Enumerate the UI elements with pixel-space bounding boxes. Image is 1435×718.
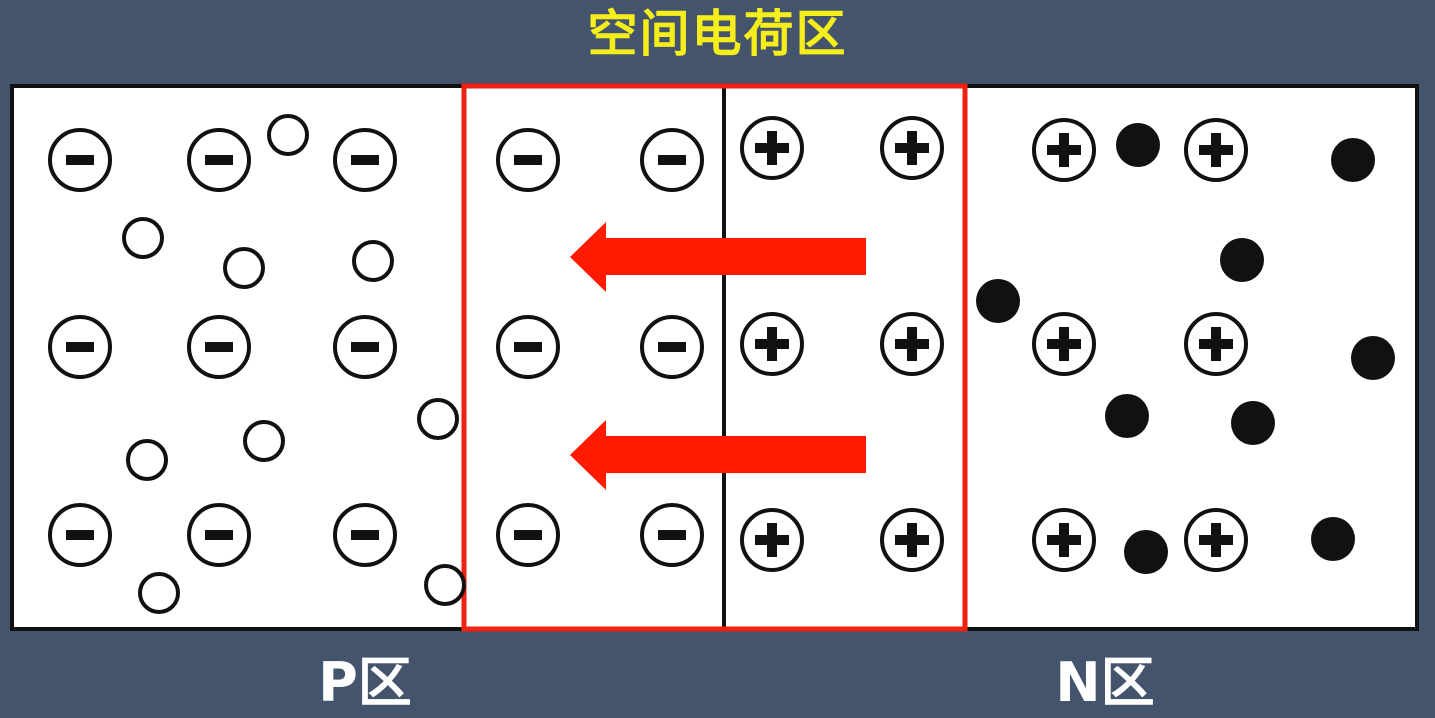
circled-plus-icon	[880, 116, 944, 180]
hollow-circle-icon	[223, 247, 265, 289]
solid-circle-icon	[976, 279, 1020, 323]
solid-circle-icon	[1331, 138, 1375, 182]
circled-minus-icon	[640, 128, 704, 192]
circled-plus-icon	[1032, 508, 1096, 572]
circled-minus-icon	[640, 503, 704, 567]
electric-field-arrow	[570, 222, 866, 292]
solid-circle-icon	[1351, 336, 1395, 380]
hollow-circle-icon	[126, 439, 168, 481]
hollow-circle-icon	[417, 398, 459, 440]
p-region-label: P区	[318, 651, 412, 714]
circled-minus-icon	[496, 128, 560, 192]
hollow-circle-icon	[352, 240, 394, 282]
circled-plus-icon	[740, 508, 804, 572]
circled-minus-icon	[333, 128, 397, 192]
circled-plus-icon	[880, 508, 944, 572]
circled-minus-icon	[187, 503, 251, 567]
space-charge-region-box	[461, 83, 968, 632]
solid-circle-icon	[1231, 401, 1275, 445]
hollow-circle-icon	[424, 564, 466, 606]
solid-circle-icon	[1124, 530, 1168, 574]
solid-circle-icon	[1116, 123, 1160, 167]
circled-plus-icon	[1184, 118, 1248, 182]
circled-plus-icon	[1032, 118, 1096, 182]
circled-minus-icon	[187, 128, 251, 192]
circled-minus-icon	[333, 315, 397, 379]
circled-plus-icon	[1032, 312, 1096, 376]
circled-minus-icon	[496, 503, 560, 567]
circled-plus-icon	[740, 312, 804, 376]
circled-minus-icon	[640, 315, 704, 379]
circled-minus-icon	[496, 315, 560, 379]
n-region-label: N区	[1055, 651, 1155, 714]
solid-circle-icon	[1220, 238, 1264, 282]
hollow-circle-icon	[122, 217, 164, 259]
circled-minus-icon	[187, 315, 251, 379]
circled-minus-icon	[333, 503, 397, 567]
circled-minus-icon	[48, 315, 112, 379]
circled-plus-icon	[1184, 312, 1248, 376]
circled-minus-icon	[48, 503, 112, 567]
hollow-circle-icon	[138, 572, 180, 614]
hollow-circle-icon	[267, 114, 309, 156]
circled-minus-icon	[48, 128, 112, 192]
hollow-circle-icon	[243, 420, 285, 462]
space-charge-region-title: 空间电荷区	[587, 5, 848, 63]
electric-field-arrow	[570, 420, 866, 490]
solid-circle-icon	[1311, 517, 1355, 561]
solid-circle-icon	[1105, 394, 1149, 438]
circled-plus-icon	[880, 312, 944, 376]
circled-plus-icon	[740, 116, 804, 180]
circled-plus-icon	[1184, 508, 1248, 572]
